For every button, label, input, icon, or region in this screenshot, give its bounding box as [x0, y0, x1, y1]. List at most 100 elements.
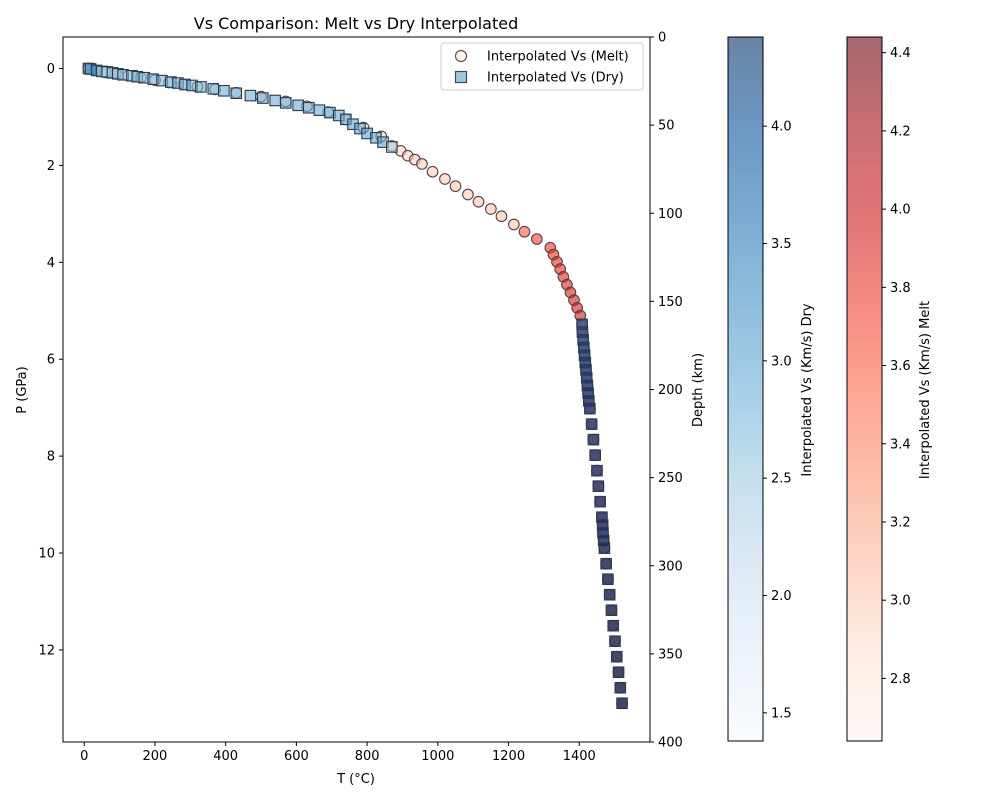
melt-point [439, 173, 451, 185]
y2-tick-label: 150 [658, 295, 683, 310]
colorbar-melt-label: Interpolated Vs (Km/s) Melt [918, 301, 933, 479]
colorbar-melt-tick-label: 4.2 [890, 124, 911, 139]
y2-tick-label: 250 [658, 471, 683, 486]
dry-point [292, 99, 304, 112]
y-tick-label: 0 [47, 62, 55, 77]
dry-point [256, 92, 269, 104]
melt-point [462, 188, 474, 201]
y2-tick-label: 50 [658, 119, 675, 134]
dry-point [269, 94, 281, 107]
colorbar-dry-label: Interpolated Vs (Km/s) Dry [800, 303, 815, 477]
melt-point [485, 203, 497, 215]
dry-point [313, 104, 326, 116]
melt-point [426, 165, 439, 178]
colorbar-dry-tick-label: 2.5 [771, 472, 792, 487]
dry-point [610, 650, 623, 663]
y2-tick-label: 200 [658, 383, 683, 398]
y-tick-label: 4 [47, 256, 55, 271]
y2-tick-label: 100 [658, 207, 683, 222]
melt-point [518, 225, 531, 238]
y-tick-label: 12 [38, 643, 55, 658]
y2-tick-label: 400 [658, 736, 683, 751]
x-axis: 0 200 400 600 800 1000 1200 1400 [80, 742, 596, 764]
legend-melt-label: Interpolated Vs (Melt) [487, 50, 629, 65]
colorbar-dry-ticks: 1.5 2.0 2.5 3.0 3.5 4.0 [763, 120, 792, 721]
x-tick-label: 600 [284, 749, 309, 764]
dry-point [594, 495, 606, 508]
colorbar-melt-gradient [846, 36, 883, 742]
colorbar-melt: 2.8 3.0 3.2 3.4 3.6 3.8 4.0 4.2 4.4 Interpolated… [846, 36, 933, 742]
dry-point [614, 681, 627, 694]
dry-point [587, 433, 600, 446]
y2-axis-label: Depth (km) [691, 353, 706, 427]
colorbar-dry-tick-label: 1.5 [771, 706, 792, 721]
y-tick-label: 10 [38, 547, 55, 562]
colorbar-melt-ticks: 2.8 3.0 3.2 3.4 3.6 3.8 4.0 4.2 4.4 [882, 46, 911, 687]
y-tick-label: 8 [47, 450, 55, 465]
legend-dry-marker [454, 70, 468, 84]
y-axis: 0 2 4 6 8 10 12 [38, 62, 63, 658]
dry-point [589, 449, 601, 461]
dry-point [592, 480, 605, 492]
y2-tick-label: 350 [658, 647, 683, 662]
y2-tick-label: 0 [658, 31, 666, 46]
dry-point [584, 402, 596, 415]
dry-point [591, 464, 603, 477]
x-tick-label: 1200 [492, 749, 525, 764]
dry-point [244, 89, 257, 102]
x-tick-label: 1000 [421, 749, 454, 764]
dry-point [603, 588, 616, 601]
colorbar-melt-tick-label: 3.8 [890, 281, 911, 296]
dry-point [605, 604, 618, 617]
dry-point [218, 84, 230, 97]
dry-point [207, 83, 220, 95]
plot-frame [62, 36, 651, 743]
dry-point [600, 557, 612, 570]
scatter-markers [82, 62, 628, 710]
colorbar-melt-tick-label: 3.6 [890, 359, 911, 374]
legend-frame [440, 42, 644, 91]
colorbar-dry-tick-label: 3.5 [771, 237, 792, 252]
y-tick-label: 6 [47, 353, 55, 368]
legend-melt-marker [454, 49, 468, 63]
x-tick-label: 0 [80, 749, 88, 764]
x-tick-label: 1400 [563, 749, 596, 764]
colorbar-dry: 1.5 2.0 2.5 3.0 3.5 4.0 Interpolated Vs (Km/s… [727, 36, 815, 742]
y-axis-label: P (GPa) [15, 366, 30, 413]
x-tick-label: 200 [143, 749, 168, 764]
colorbar-dry-tick-label: 3.0 [771, 354, 792, 369]
dry-point [602, 573, 614, 585]
y-tick-label: 2 [47, 159, 55, 174]
melt-point [472, 195, 485, 208]
dry-point [230, 87, 243, 100]
colorbar-melt-tick-label: 3.2 [890, 515, 911, 530]
dry-point [195, 81, 207, 93]
dry-point [279, 97, 292, 109]
dry-point [607, 619, 620, 632]
dry-point [386, 141, 398, 153]
dry-point [612, 666, 625, 679]
x-axis-label: T (°C) [336, 772, 375, 787]
x-tick-label: 800 [355, 749, 380, 764]
colorbar-melt-tick-label: 4.4 [890, 46, 911, 61]
dry-point [598, 542, 611, 554]
colorbar-melt-tick-label: 3.0 [890, 594, 911, 609]
melt-point [495, 210, 508, 223]
colorbar-dry-gradient [727, 36, 764, 742]
y2-tick-label: 300 [658, 559, 683, 574]
colorbar-melt-tick-label: 4.0 [890, 203, 911, 218]
melt-point [530, 233, 543, 245]
colorbar-melt-tick-label: 2.8 [890, 672, 911, 687]
dry-point [616, 697, 628, 710]
y2-axis: 0 50 100 150 200 250 300 350 400 [650, 31, 683, 751]
x-tick-label: 400 [213, 749, 238, 764]
colorbar-melt-tick-label: 3.4 [890, 437, 911, 452]
melt-point [416, 158, 428, 170]
dry-point [302, 101, 315, 114]
chart-title: Vs Comparison: Melt vs Dry Interpolated [194, 14, 518, 33]
melt-point [508, 218, 520, 231]
melt-point [449, 180, 462, 193]
colorbar-dry-tick-label: 4.0 [771, 120, 792, 135]
legend: Interpolated Vs (Melt) Interpolated Vs (… [440, 42, 644, 91]
